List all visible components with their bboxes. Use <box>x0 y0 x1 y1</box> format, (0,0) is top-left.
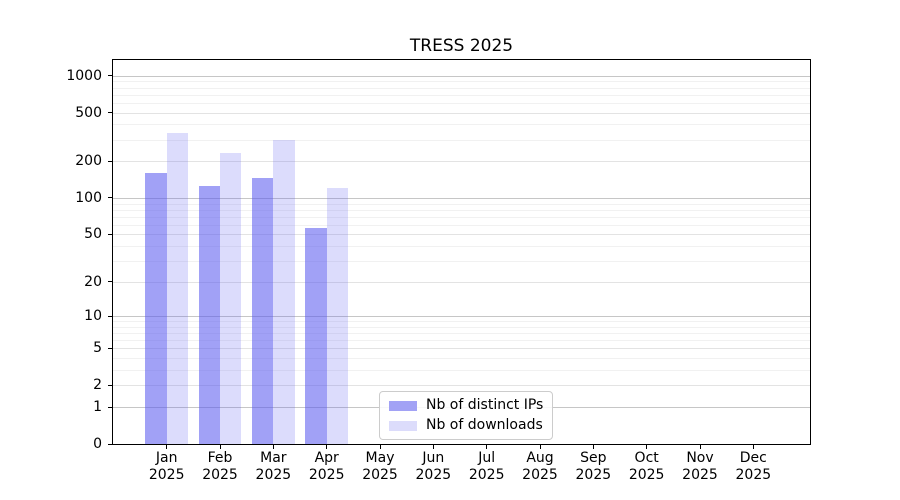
x-tick-label-oct-2025: Oct 2025 <box>628 450 665 483</box>
y-tick-label-0: 0 <box>93 436 102 452</box>
x-tick-oct-2025 <box>646 445 648 449</box>
bar-nb-of-distinct-ips-jan-2025 <box>145 173 167 444</box>
gridline-800 <box>113 87 810 89</box>
x-tick-label-jul-2025: Jul 2025 <box>468 450 505 483</box>
x-tick-label-sep-2025: Sep 2025 <box>575 450 612 483</box>
x-tick-jun-2025 <box>432 445 434 449</box>
y-tick-label-1000: 1000 <box>66 67 102 84</box>
gridline-300 <box>113 139 810 141</box>
x-tick-mar-2025 <box>272 445 274 449</box>
x-tick-label-nov-2025: Nov 2025 <box>682 450 718 483</box>
gridline-5 <box>113 348 810 350</box>
gridline-1000 <box>113 75 810 77</box>
y-tick-1000 <box>108 75 113 77</box>
x-tick-label-feb-2025: Feb 2025 <box>202 450 238 483</box>
legend-label-downloads: Nb of downloads <box>426 417 543 433</box>
gridline-7 <box>113 333 810 335</box>
y-tick-label-200: 200 <box>75 153 102 170</box>
y-tick-label-20: 20 <box>84 273 102 290</box>
x-tick-feb-2025 <box>219 445 221 449</box>
gridline-4 <box>113 358 810 360</box>
bar-nb-of-distinct-ips-apr-2025 <box>305 228 327 444</box>
legend: Nb of distinct IPs Nb of downloads <box>379 391 554 440</box>
bar-nb-of-downloads-jan-2025 <box>166 133 189 444</box>
gridline-500 <box>113 112 810 114</box>
x-tick-label-jan-2025: Jan 2025 <box>148 450 185 483</box>
gridline-900 <box>113 81 810 83</box>
y-tick-label-1: 1 <box>93 399 102 416</box>
x-tick-label-dec-2025: Dec 2025 <box>735 450 772 483</box>
legend-item-downloads: Nb of downloads <box>389 417 543 434</box>
gridline-200 <box>113 161 810 163</box>
plot-area <box>113 60 810 444</box>
y-tick-label-500: 500 <box>75 104 102 121</box>
y-tick-5 <box>108 347 113 349</box>
x-tick-label-mar-2025: Mar 2025 <box>255 450 292 483</box>
bar-nb-of-distinct-ips-mar-2025 <box>252 178 274 444</box>
gridline-6 <box>113 340 810 342</box>
x-tick-label-apr-2025: Apr 2025 <box>308 450 345 483</box>
bar-nb-of-distinct-ips-feb-2025 <box>198 186 221 444</box>
legend-label-distinct-ips: Nb of distinct IPs <box>426 397 544 413</box>
x-tick-jan-2025 <box>166 445 168 449</box>
gridline-600 <box>113 102 810 104</box>
gridline-50 <box>113 234 810 236</box>
gridline-60 <box>113 224 810 226</box>
y-tick-label-5: 5 <box>93 340 102 357</box>
y-tick-label-10: 10 <box>84 308 102 325</box>
legend-swatch-downloads-icon <box>389 420 417 431</box>
gridline-20 <box>113 281 810 283</box>
chart-title: TRESS 2025 <box>409 36 514 56</box>
y-tick-500 <box>108 112 113 114</box>
bar-nb-of-downloads-feb-2025 <box>220 152 242 444</box>
x-tick-aug-2025 <box>539 445 541 449</box>
gridline-400 <box>113 124 810 126</box>
y-tick-label-2: 2 <box>93 377 102 394</box>
y-tick-label-100: 100 <box>75 189 102 206</box>
y-tick-10 <box>108 315 113 317</box>
legend-swatch-distinct-ips-icon <box>389 400 417 411</box>
x-tick-label-jun-2025: Jun 2025 <box>415 450 452 483</box>
gridline-8 <box>113 326 810 328</box>
y-tick-label-50: 50 <box>84 226 102 243</box>
x-tick-nov-2025 <box>699 445 701 449</box>
bar-nb-of-downloads-mar-2025 <box>273 139 295 444</box>
gridline-90 <box>113 203 810 205</box>
gridline-9 <box>113 321 810 323</box>
y-tick-200 <box>108 160 113 162</box>
y-tick-2 <box>108 384 113 386</box>
legend-item-distinct-ips: Nb of distinct IPs <box>389 397 543 414</box>
x-tick-sep-2025 <box>592 445 594 449</box>
x-tick-label-aug-2025: Aug 2025 <box>522 450 558 483</box>
gridline-700 <box>113 94 810 96</box>
gridline-100 <box>113 197 810 199</box>
gridline-70 <box>113 216 810 218</box>
bar-nb-of-downloads-apr-2025 <box>326 188 349 444</box>
x-tick-label-may-2025: May 2025 <box>362 450 398 483</box>
gridline-3 <box>113 370 810 372</box>
gridline-2 <box>113 385 810 387</box>
gridline-40 <box>113 246 810 248</box>
gridline-30 <box>113 260 810 262</box>
y-tick-1 <box>108 406 113 408</box>
x-tick-apr-2025 <box>326 445 328 449</box>
y-tick-50 <box>108 233 113 235</box>
x-tick-jul-2025 <box>486 445 488 449</box>
y-tick-0 <box>108 443 113 445</box>
y-tick-100 <box>108 197 113 199</box>
y-tick-20 <box>108 281 113 283</box>
gridline-80 <box>113 209 810 211</box>
gridline-10 <box>113 316 810 318</box>
x-tick-dec-2025 <box>752 445 754 449</box>
x-tick-may-2025 <box>379 445 381 449</box>
